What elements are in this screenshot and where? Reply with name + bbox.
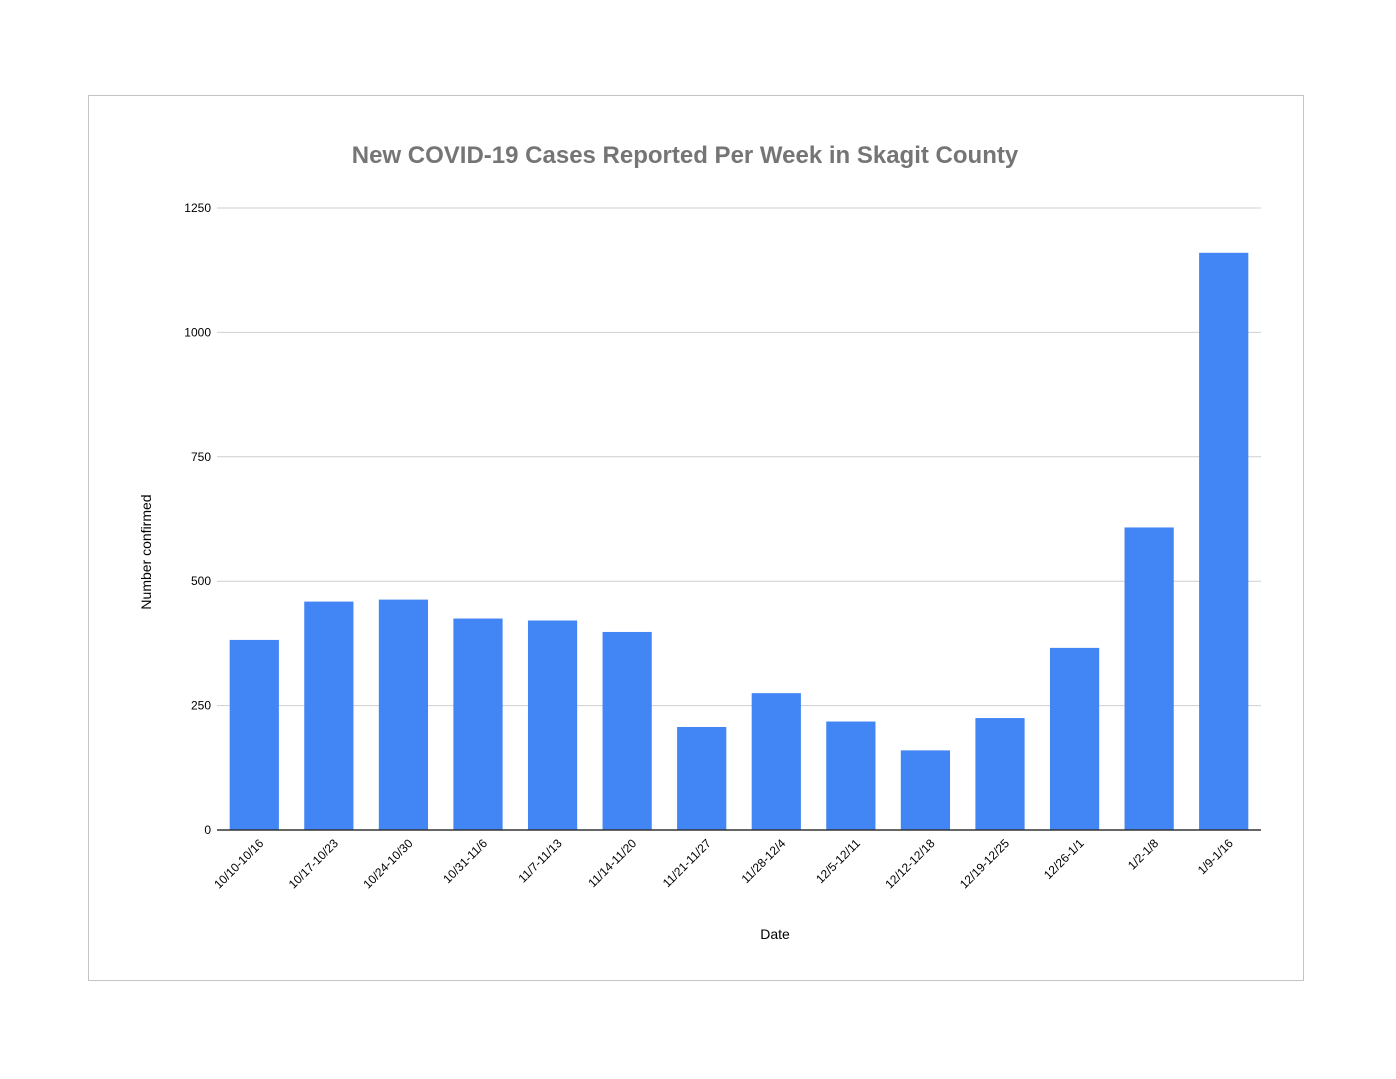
- bars: [229, 252, 1249, 830]
- y-axis-ticks: 0 250 500 750 1000 1250: [184, 201, 211, 837]
- bar: [453, 618, 503, 830]
- y-axis-label: Number confirmed: [138, 494, 154, 609]
- x-tick-label: 12/12-12/18: [882, 836, 937, 891]
- x-tick-label: 10/24-10/30: [360, 836, 415, 891]
- x-tick-label: 10/10-10/16: [211, 836, 266, 891]
- x-tick-label: 11/7-11/13: [515, 836, 564, 885]
- x-tick-label: 11/28-12/4: [739, 836, 789, 886]
- x-tick-label: 10/31-11/6: [440, 836, 490, 886]
- x-tick-label: 1/2-1/8: [1125, 836, 1162, 873]
- chart-frame: New COVID-19 Cases Reported Per Week in …: [88, 95, 1304, 981]
- bar: [751, 693, 801, 830]
- bar: [229, 639, 279, 830]
- y-tick-label: 1250: [184, 201, 211, 215]
- gridlines: [217, 207, 1261, 707]
- x-tick-label: 11/14-11/20: [585, 836, 639, 890]
- bar: [304, 601, 354, 830]
- bar: [378, 599, 429, 830]
- x-axis-label: Date: [760, 926, 790, 942]
- bar: [602, 631, 652, 830]
- bar-chart: New COVID-19 Cases Reported Per Week in …: [138, 142, 1261, 942]
- chart-title: New COVID-19 Cases Reported Per Week in …: [352, 142, 1019, 169]
- bar: [1199, 252, 1249, 830]
- y-tick-label: 0: [204, 823, 211, 837]
- bar: [677, 726, 727, 830]
- x-tick-label: 12/19-12/25: [957, 836, 1012, 891]
- bar: [1049, 647, 1100, 830]
- bar: [975, 718, 1025, 830]
- bar: [826, 721, 876, 830]
- y-tick-label: 750: [191, 450, 211, 464]
- y-tick-label: 500: [191, 574, 211, 588]
- x-tick-label: 1/9-1/16: [1195, 836, 1236, 877]
- bar: [900, 750, 951, 830]
- x-tick-label: 12/5-12/11: [813, 836, 863, 886]
- bar: [527, 620, 578, 830]
- y-tick-label: 1000: [184, 325, 211, 339]
- x-axis-ticks: 10/10-10/16 10/17-10/23 10/24-10/30 10/31-1…: [211, 836, 1236, 891]
- x-tick-label: 12/26-1/1: [1041, 836, 1087, 882]
- bar: [1124, 527, 1174, 830]
- y-tick-label: 250: [191, 699, 211, 713]
- x-tick-label: 10/17-10/23: [286, 836, 341, 891]
- x-tick-label: 11/21-11/27: [660, 836, 714, 890]
